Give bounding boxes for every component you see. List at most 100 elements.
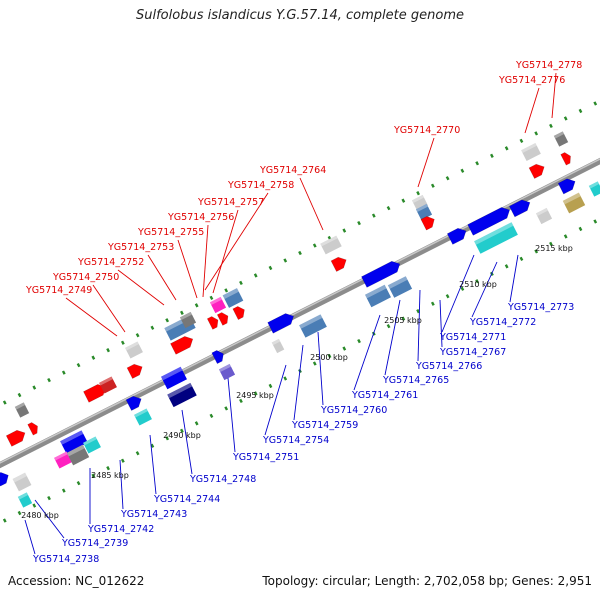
track-dot	[283, 258, 288, 263]
gene-glyph	[125, 341, 143, 359]
gene-box	[99, 376, 117, 394]
gene-block-shine	[365, 284, 387, 299]
gene-box	[209, 296, 227, 314]
gene-arrow	[509, 199, 531, 218]
track-dot	[386, 205, 391, 211]
gene-label-reverse: YG5714_2751	[232, 452, 299, 463]
gene-label-forward: YG5714_2753	[107, 242, 174, 253]
track-dot	[416, 191, 420, 196]
gene-glyph	[161, 366, 187, 390]
gene-box	[54, 451, 72, 469]
track-dot	[180, 428, 184, 433]
gene-box	[17, 492, 33, 508]
label-leader	[117, 269, 165, 306]
track-dot	[76, 480, 81, 486]
gene-arrow	[216, 312, 229, 326]
gene-block	[562, 192, 586, 214]
track-dot	[209, 413, 214, 419]
gene-label-reverse: YG5714_2772	[469, 317, 536, 328]
gene-block-shine	[12, 472, 27, 483]
gene-glyph	[66, 444, 90, 466]
gene-arrow	[560, 152, 571, 166]
gene-box-shine	[134, 408, 148, 418]
gene-block-shine	[60, 430, 84, 445]
gene-label-forward: YG5714_2770	[393, 125, 460, 136]
gene-glyph	[415, 203, 433, 221]
gene-box	[83, 436, 101, 454]
label-leader	[149, 434, 157, 495]
gene-block-shine	[167, 382, 193, 399]
gene-arrow	[446, 228, 467, 245]
gene-arrow	[126, 363, 143, 379]
gene-block	[222, 288, 244, 308]
genome-backbone-highlight	[0, 158, 600, 464]
gene-box-shine	[521, 143, 537, 153]
gene-box	[14, 402, 30, 418]
gene-arrow	[267, 313, 294, 334]
gene-glyph	[521, 143, 541, 161]
gene-glyph	[588, 181, 600, 197]
track-dot	[519, 256, 524, 262]
gene-glyph	[134, 408, 152, 426]
scale-tick-label: 2495 kbp	[236, 391, 274, 400]
gene-glyph	[5, 430, 26, 447]
gene-glyph	[54, 451, 72, 469]
gene-block-shine	[562, 192, 581, 205]
gene-glyph	[99, 376, 117, 394]
gene-label-reverse: YG5714_2738	[32, 554, 99, 565]
track-dot	[327, 353, 332, 359]
track-dot	[239, 398, 243, 404]
label-leader	[212, 209, 239, 294]
label-leader	[524, 87, 540, 134]
gene-glyph	[14, 402, 30, 418]
gene-box	[134, 408, 152, 426]
gene-block-shine	[474, 222, 514, 245]
label-leader	[119, 459, 124, 510]
gene-glyph	[528, 163, 545, 179]
track-dot	[61, 488, 66, 493]
scale-tick-label: 2480 kbp	[21, 511, 59, 520]
gene-arrow	[420, 216, 435, 231]
gene-box	[320, 235, 342, 255]
label-leader	[353, 314, 381, 391]
gene-block	[12, 472, 32, 492]
scale-tick-label: 2485 kbp	[91, 471, 129, 480]
track-dot	[563, 234, 568, 239]
track-dot	[298, 250, 302, 256]
gene-glyph	[0, 472, 9, 487]
gene-block-shine	[66, 444, 85, 457]
track-dot	[342, 228, 347, 233]
track-dot	[549, 241, 553, 247]
gene-arrow	[557, 178, 576, 195]
gene-label-forward: YG5714_2755	[137, 227, 204, 238]
accession-text: Accession: NC_012622	[8, 574, 145, 588]
label-leader	[471, 261, 498, 318]
gene-glyph	[467, 207, 510, 236]
label-leader	[227, 377, 236, 453]
label-leaders	[24, 72, 557, 555]
gene-glyph	[320, 235, 342, 255]
track-dot	[32, 385, 37, 390]
track-dots	[2, 101, 598, 523]
scale-tick-label: 2505 kbp	[384, 316, 422, 325]
track-dot	[312, 361, 317, 366]
gene-glyph	[365, 284, 391, 308]
gene-glyph	[330, 256, 347, 272]
track-dot	[32, 503, 37, 508]
label-leader	[417, 137, 435, 188]
gene-box-shine	[99, 376, 113, 386]
gene-glyph	[553, 131, 569, 147]
gene-arrow	[5, 430, 26, 447]
track-dot	[91, 355, 96, 360]
gene-labels: YG5714_2778 YG5714_2776 YG5714_2770 YG5714_…	[25, 60, 582, 565]
track-dot	[460, 168, 465, 173]
track-dot	[312, 243, 317, 248]
gene-glyph	[27, 422, 38, 436]
track-dot	[165, 436, 170, 441]
label-leader	[317, 331, 324, 406]
gene-label-reverse: YG5714_2742	[87, 524, 154, 535]
gene-box-shine	[218, 363, 231, 373]
track-dot	[194, 421, 199, 426]
label-leader	[439, 299, 443, 348]
gene-glyph	[60, 430, 88, 454]
